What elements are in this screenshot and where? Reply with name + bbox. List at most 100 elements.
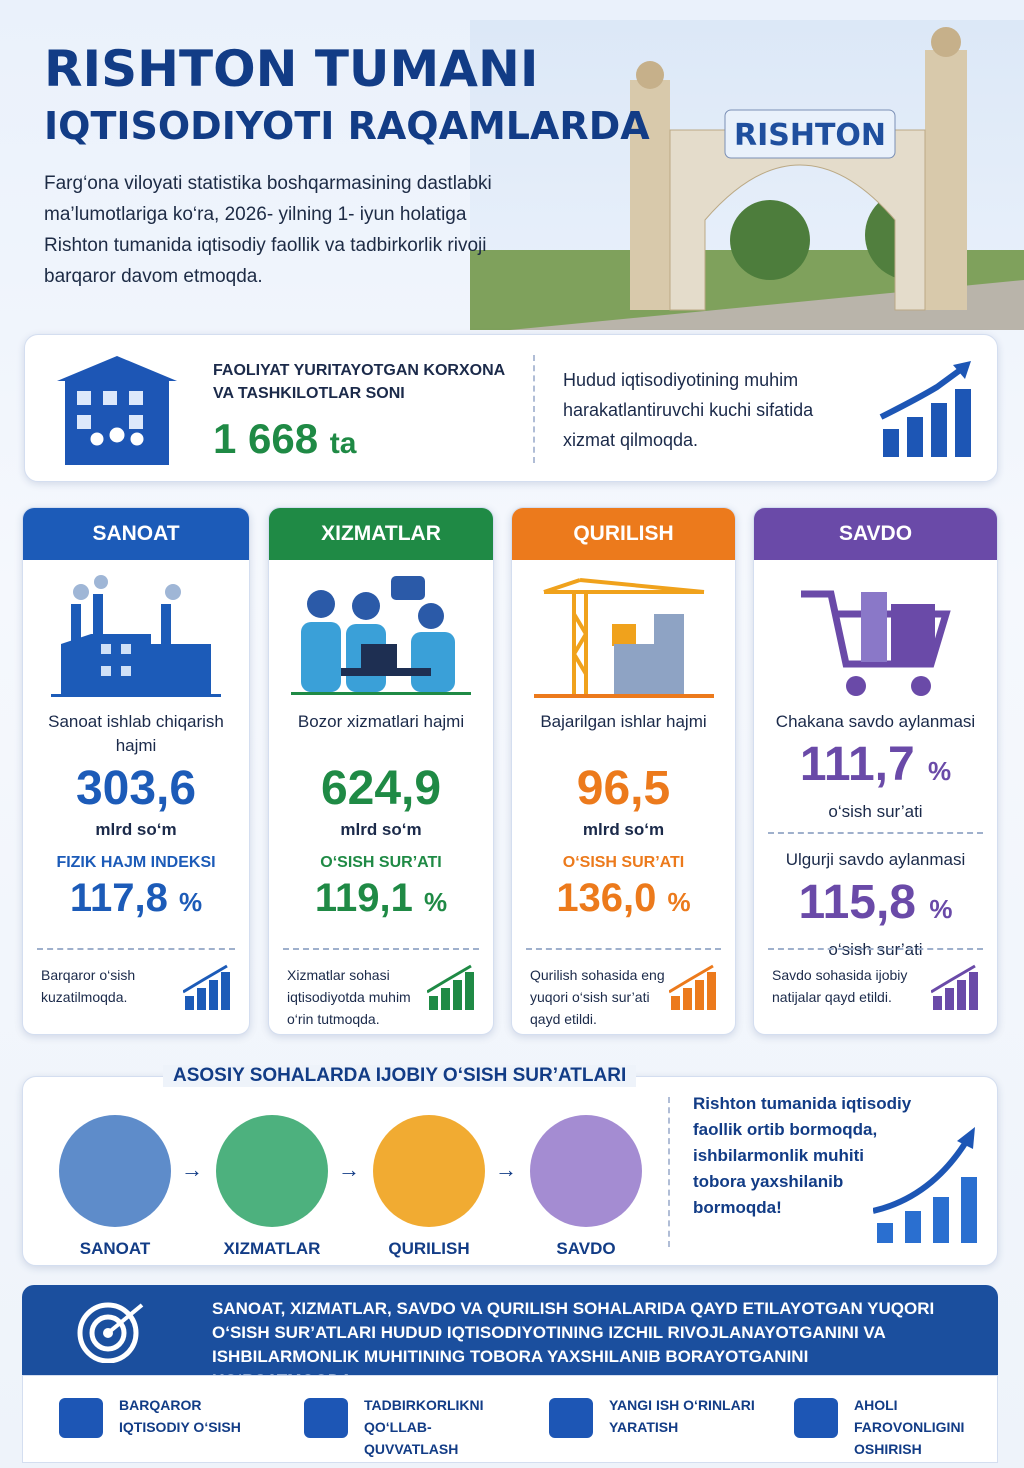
sector-footer: Savdo sohasida ijobiy natijalar qayd eti…: [754, 948, 997, 1018]
metric-unit: %: [667, 887, 691, 917]
growth-icon: [373, 1115, 485, 1227]
summary-note: Hudud iqtisodiyotining muhim harakatlant…: [563, 370, 814, 450]
metric-unit: %: [928, 756, 952, 786]
metric-label: Bozor xizmatlari hajmi: [297, 712, 465, 731]
sector-icon: [23, 560, 249, 710]
divider: [283, 948, 479, 950]
metric-value: 117,8: [69, 876, 168, 920]
arrow: →: [338, 1157, 360, 1182]
sector-footer: Xizmatlar sohasi iqtisodiyotda muhim o‘r…: [269, 948, 493, 1027]
growth-chart-icon: [873, 1127, 977, 1243]
summary-value-row: 1 668 ta: [213, 415, 356, 463]
sector-note: Savdo sohasida ijobiy natijalar qayd eti…: [772, 967, 908, 1005]
growth-icon: [59, 1115, 171, 1227]
metric-value: 624,9: [320, 762, 442, 815]
summary-label: FAOLIYAT YURITAYOTGAN KORXONA VA TASHKIL…: [213, 362, 505, 402]
sector-card: QURILISH Bajarilgan ishlar hajmi 96,5 mlrd …: [511, 507, 736, 1035]
metric-label: FIZIK HAJM INDEKSI: [56, 854, 216, 871]
banner: SANOAT, XIZMATLAR, SAVDO VA QURILISH SOH…: [22, 1285, 998, 1390]
growth-icon: [216, 1115, 328, 1227]
growth-note: Rishton tumanida iqtisodiy faollik ortib…: [693, 1094, 912, 1217]
sector-name: SAVDO: [754, 508, 997, 560]
sector-note: Xizmatlar sohasi iqtisodiyotda muhim o‘r…: [287, 967, 411, 1027]
growth-panel: ASOSIY SOHALARDA IJOBIY O‘SISH SUR’ATLAR…: [22, 1065, 998, 1266]
sector-card: XIZMATLAR Bozor xizmatlari hajmi 624,9 mlrd…: [268, 507, 494, 1035]
metric-unit: mlrd so‘m: [582, 820, 665, 839]
summary-unit: ta: [329, 427, 357, 460]
divider: [668, 1097, 670, 1247]
sector-name: QURILISH: [512, 508, 735, 560]
metric-label: Bajarilgan ishlar hajmi: [540, 712, 707, 731]
pillars: BARQAROR IQTISODIY O‘SISH TADBIRKORLIKNI …: [22, 1375, 998, 1463]
sector-icon: [754, 560, 997, 710]
metric-value: 136,0: [556, 876, 657, 920]
metric-value-row: 624,9: [269, 758, 493, 820]
metric-unit: mlrd so‘m: [95, 820, 177, 839]
intro: Farg‘ona viloyati statistika boshqarmasi…: [44, 173, 492, 287]
sector-name: XIZMATLAR: [269, 508, 493, 560]
metric-label: O‘SISH SUR’ATI: [562, 854, 685, 871]
metric-label: Ulgurji savdo aylanmasi: [785, 850, 966, 869]
pillar-icon: [794, 1398, 838, 1438]
gate-sign: RISHTON: [734, 118, 886, 153]
target-icon: [77, 1302, 144, 1363]
sector-note: Qurilish sohasida eng yuqori o‘sish sur’…: [530, 967, 665, 1027]
metric-value: 119,1: [314, 876, 413, 920]
gate-illustration: RISHTON: [470, 20, 1024, 330]
sector-card: SANOAT Sanoat ishlab chiqarish hajmi 303,6…: [22, 507, 250, 1035]
title-line-2: IQTISODIYOTI RAQAMLARDA: [44, 104, 650, 148]
sector-chart-icon: [182, 964, 233, 1017]
divider: [768, 832, 983, 834]
sector-chart-icon: [426, 964, 477, 1017]
building-icon: [57, 356, 177, 465]
metric-value-row: 119,1 %: [269, 872, 493, 928]
growth-label: XIZMATLAR: [223, 1239, 321, 1258]
title-line-1: RISHTON TUMANI: [44, 40, 539, 98]
growth-chart-icon: [879, 361, 971, 457]
divider: [533, 355, 535, 463]
summary-value: 1 668: [213, 415, 319, 462]
pillar-text: BARQAROR IQTISODIY O‘SISH: [119, 1397, 241, 1435]
growth-label: SAVDO: [556, 1239, 616, 1258]
pillar-text: YANGI ISH O‘RINLARI YARATISH: [609, 1397, 755, 1435]
pillar-text: AHOLI FAROVONLIGINI OSHIRISH: [854, 1397, 965, 1457]
growth-title: ASOSIY SOHALARDA IJOBIY O‘SISH SUR’ATLAR…: [163, 1065, 637, 1087]
sector-note: Barqaror o‘sish kuzatilmoqda.: [41, 967, 136, 1005]
growth-icon: [530, 1115, 642, 1227]
metric-value-row: 96,5: [512, 758, 735, 820]
growth-label: SANOAT: [79, 1239, 151, 1258]
metric-value-row: 303,6: [23, 758, 249, 820]
metric-unit: %: [929, 894, 953, 924]
pillar-icon: [304, 1398, 348, 1438]
divider: [37, 948, 235, 950]
metric-unit: mlrd so‘m: [340, 820, 422, 839]
sector-footer: Qurilish sohasida eng yuqori o‘sish sur’…: [512, 948, 735, 1027]
metric-label: O‘SISH SUR’ATI: [320, 854, 442, 871]
sector-icon: [512, 560, 735, 710]
metric-caption: o‘sish sur’ati: [828, 802, 923, 821]
pillar-text: TADBIRKORLIKNI QO‘LLAB-QUVVATLASH: [364, 1397, 484, 1457]
metric-value-row: 136,0 %: [512, 872, 735, 928]
metric-value-row: 111,7 %: [754, 734, 997, 802]
pillar-icon: [549, 1398, 593, 1438]
sector-footer: Barqaror o‘sish kuzatilmoqda.: [23, 948, 249, 1018]
sector-chart-icon: [668, 964, 719, 1017]
pillar-icon: [59, 1398, 103, 1438]
divider: [768, 948, 983, 950]
summary-card: FAOLIYAT YURITAYOTGAN KORXONA VA TASHKIL…: [24, 334, 998, 482]
growth-label: QURILISH: [388, 1239, 470, 1258]
metric-unit: %: [423, 887, 448, 917]
sector-icon: [269, 560, 493, 710]
metric-value: 115,8: [798, 876, 916, 929]
metric-value: 303,6: [75, 762, 197, 815]
metric-label: Chakana savdo aylanmasi: [775, 712, 976, 731]
metric-value: 96,5: [576, 762, 671, 815]
metric-unit: %: [178, 887, 203, 917]
arrow: →: [181, 1157, 203, 1182]
metric-label: Sanoat ishlab chiqarish hajmi: [48, 712, 224, 755]
sector-card: SAVDO Chakana savdo aylanmasi 111,7 % o‘sis…: [753, 507, 998, 1035]
divider: [526, 948, 721, 950]
metric-value: 111,7: [799, 738, 915, 791]
metric-value-row: 115,8 %: [754, 872, 997, 940]
